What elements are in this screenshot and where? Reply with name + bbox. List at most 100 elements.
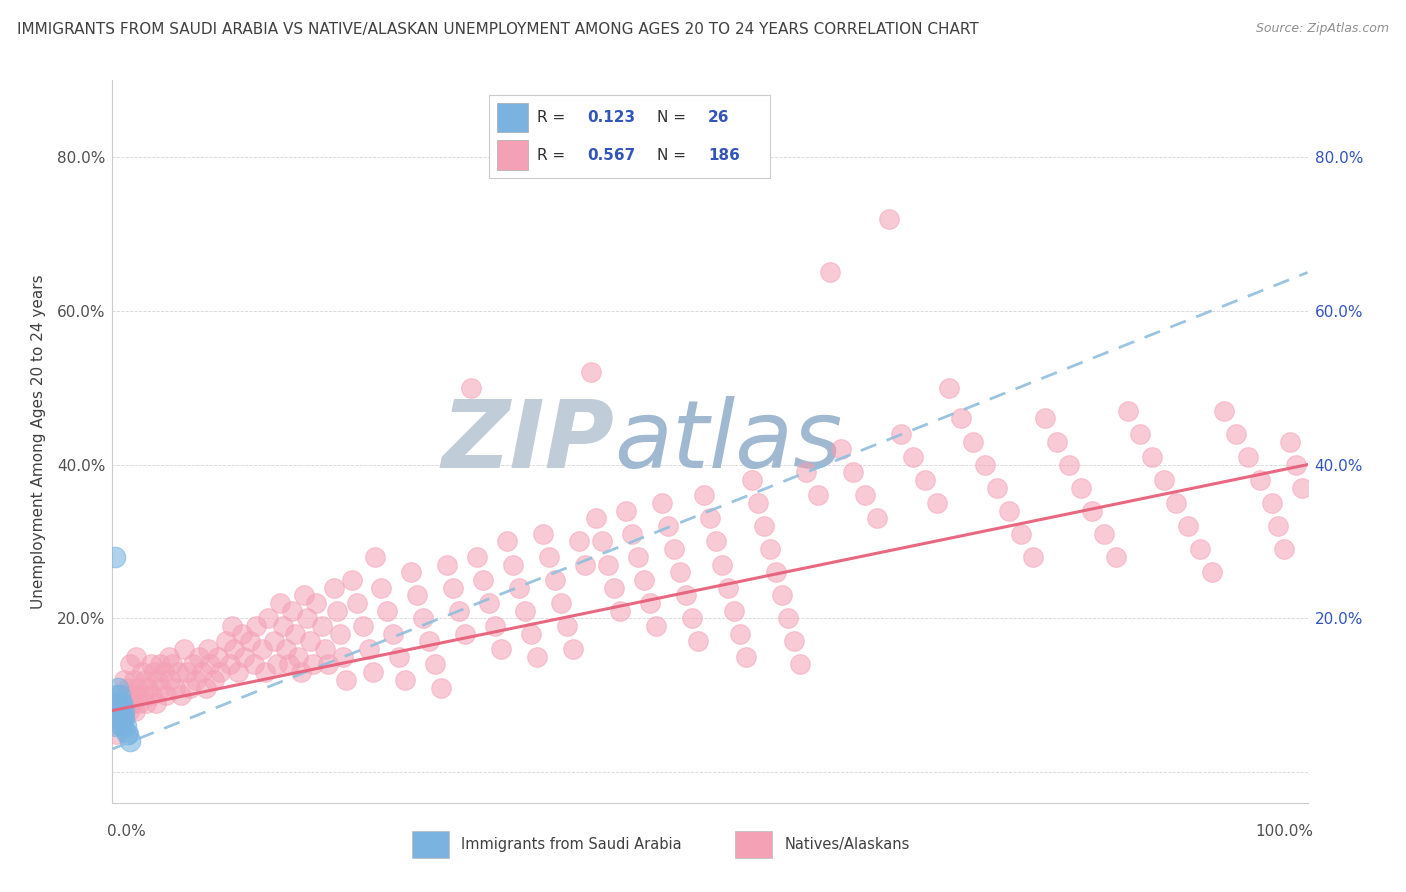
- Point: [263, 634, 285, 648]
- Text: Source: ZipAtlas.com: Source: ZipAtlas.com: [1256, 22, 1389, 36]
- Point: [640, 596, 662, 610]
- Point: [163, 681, 186, 695]
- Point: [377, 604, 399, 618]
- Point: [502, 558, 524, 572]
- Point: [782, 634, 804, 648]
- Point: [418, 634, 440, 648]
- Point: [986, 481, 1008, 495]
- Point: [316, 657, 339, 672]
- Point: [1010, 526, 1032, 541]
- Point: [741, 473, 763, 487]
- Point: [364, 549, 387, 564]
- Point: [568, 534, 591, 549]
- Point: [633, 573, 655, 587]
- Point: [297, 611, 319, 625]
- Point: [478, 596, 501, 610]
- Point: [239, 634, 262, 648]
- Point: [699, 511, 721, 525]
- Point: [496, 534, 519, 549]
- Point: [111, 719, 134, 733]
- Point: [447, 604, 470, 618]
- Point: [950, 411, 973, 425]
- Point: [121, 688, 143, 702]
- Point: [441, 581, 464, 595]
- Point: [125, 649, 148, 664]
- Point: [181, 657, 204, 672]
- Point: [134, 673, 156, 687]
- Point: [412, 611, 434, 625]
- Point: [675, 588, 697, 602]
- Point: [890, 426, 912, 441]
- Point: [651, 496, 673, 510]
- Point: [609, 604, 631, 618]
- Point: [226, 665, 249, 680]
- Point: [717, 581, 740, 595]
- Point: [537, 549, 560, 564]
- Point: [149, 657, 172, 672]
- Point: [233, 649, 256, 664]
- Point: [879, 211, 901, 226]
- Point: [186, 673, 208, 687]
- Point: [974, 458, 997, 472]
- Point: [927, 496, 949, 510]
- Point: [274, 642, 297, 657]
- Point: [598, 558, 620, 572]
- Point: [776, 611, 799, 625]
- Point: [322, 581, 344, 595]
- Point: [124, 704, 146, 718]
- Point: [221, 619, 243, 633]
- Point: [120, 657, 142, 672]
- Point: [298, 634, 321, 648]
- Point: [105, 704, 128, 718]
- Point: [224, 642, 246, 657]
- Point: [1261, 496, 1284, 510]
- Point: [621, 526, 644, 541]
- Point: [723, 604, 745, 618]
- Point: [209, 665, 232, 680]
- Point: [128, 696, 150, 710]
- Point: [903, 450, 925, 464]
- Point: [657, 519, 679, 533]
- Point: [914, 473, 936, 487]
- Point: [1022, 549, 1045, 564]
- Point: [131, 665, 153, 680]
- Point: [489, 642, 512, 657]
- Point: [627, 549, 650, 564]
- Point: [110, 711, 132, 725]
- Point: [104, 549, 127, 564]
- Point: [531, 526, 554, 541]
- Point: [747, 496, 769, 510]
- Point: [114, 704, 135, 718]
- Point: [108, 688, 131, 702]
- Point: [114, 688, 136, 702]
- Point: [105, 719, 128, 733]
- Point: [388, 649, 411, 664]
- Point: [711, 558, 734, 572]
- Point: [269, 596, 291, 610]
- Point: [1249, 473, 1271, 487]
- Point: [1278, 434, 1301, 449]
- Point: [472, 573, 495, 587]
- Point: [1177, 519, 1199, 533]
- Point: [484, 619, 506, 633]
- Point: [197, 642, 219, 657]
- Point: [520, 626, 543, 640]
- Point: [842, 465, 865, 479]
- Point: [1213, 404, 1236, 418]
- Point: [314, 642, 336, 657]
- Point: [242, 657, 264, 672]
- Y-axis label: Unemployment Among Ages 20 to 24 years: Unemployment Among Ages 20 to 24 years: [31, 274, 46, 609]
- Text: atlas: atlas: [614, 396, 842, 487]
- Point: [1105, 549, 1128, 564]
- Point: [735, 649, 758, 664]
- Point: [169, 688, 191, 702]
- Point: [273, 619, 295, 633]
- Point: [550, 596, 572, 610]
- Point: [107, 696, 129, 710]
- Point: [645, 619, 668, 633]
- Point: [105, 688, 128, 702]
- Point: [155, 688, 177, 702]
- Point: [112, 719, 135, 733]
- Point: [752, 519, 775, 533]
- Point: [245, 619, 267, 633]
